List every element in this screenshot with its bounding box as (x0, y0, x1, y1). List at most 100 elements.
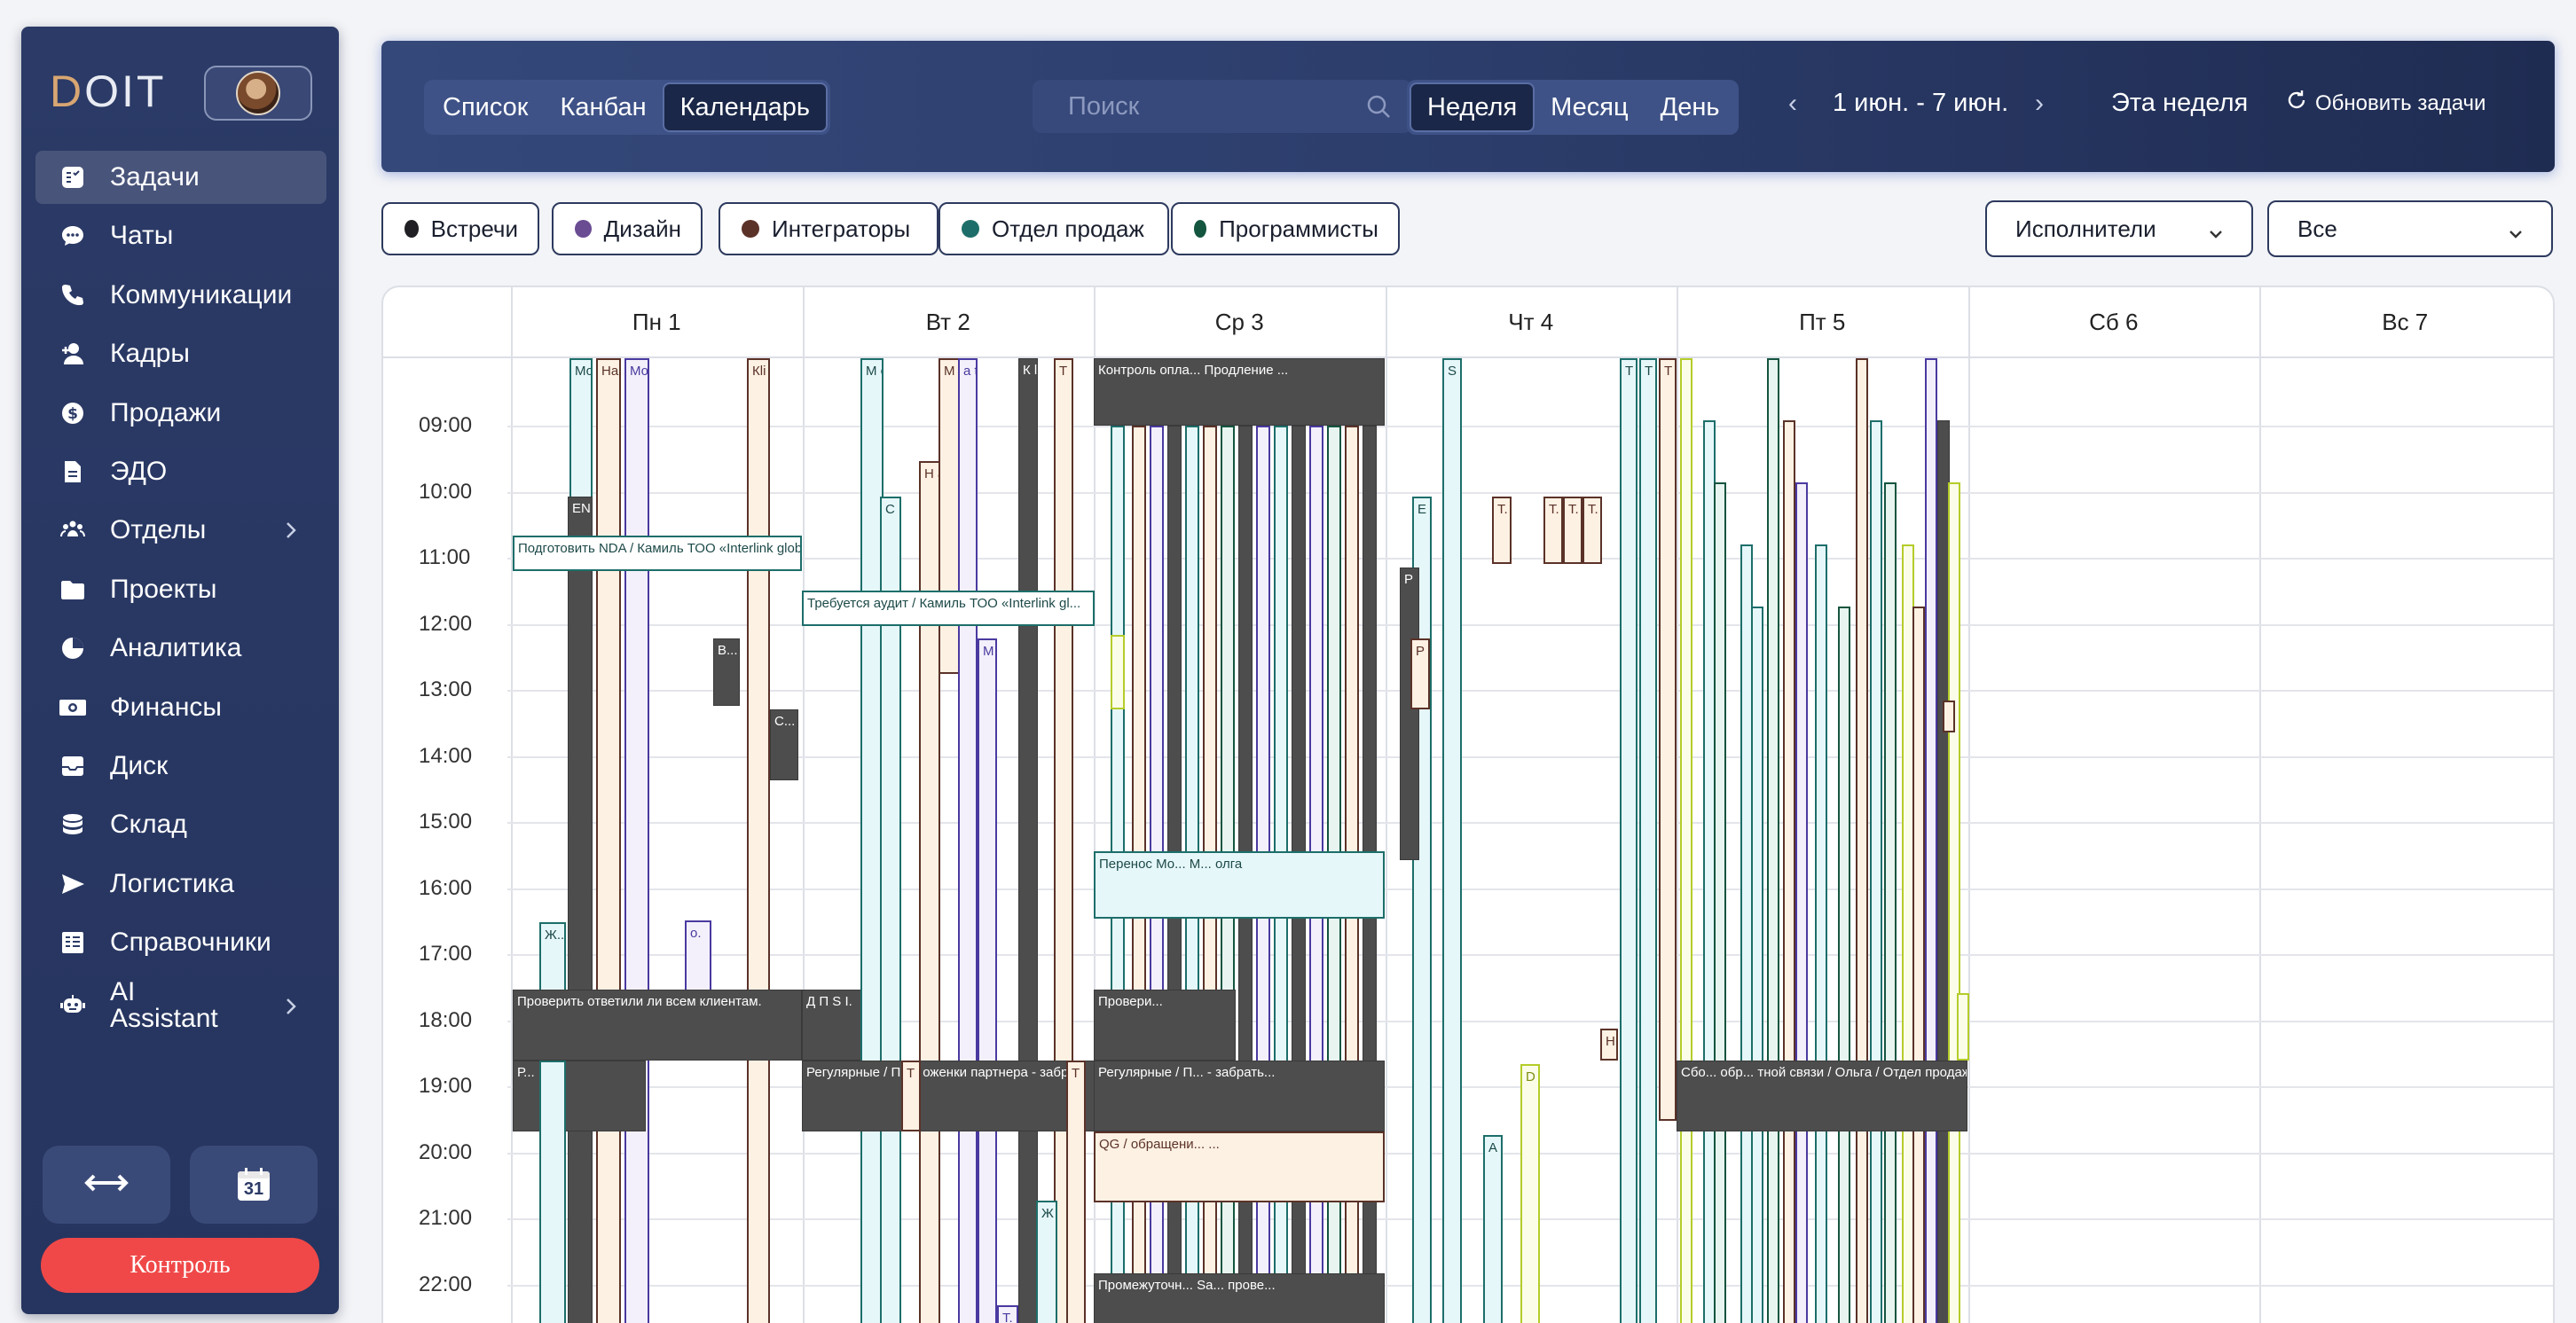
calendar-event[interactable]: Т О (1066, 1061, 1086, 1323)
calendar-event[interactable]: а t. (958, 358, 978, 1323)
event-feedback[interactable]: Сбо... обр... тной связи / Ольга / Отдел… (1677, 1061, 1967, 1131)
sidebar-item-directories[interactable]: Справочники (35, 916, 326, 969)
calendar-event[interactable]: Т. (1583, 497, 1602, 564)
tab-kanban[interactable]: Канбан (560, 92, 647, 121)
calendar-event[interactable] (1111, 635, 1125, 709)
filter-chip-integrators[interactable]: Интеграторы (719, 202, 939, 255)
sidebar-item-disk[interactable]: Диск (35, 740, 326, 793)
calendar-event[interactable]: Т. (1543, 497, 1563, 564)
calendar-event[interactable]: Т О (1620, 358, 1637, 1323)
search-input[interactable]: Поиск (1033, 80, 1412, 133)
sidebar-item-warehouse[interactable]: Склад (35, 798, 326, 851)
calendar-event[interactable] (1751, 607, 1763, 1323)
sidebar-item-tasks[interactable]: Задачи (35, 151, 326, 204)
calendar-event[interactable]: На с... (596, 358, 621, 1323)
calendar-event[interactable]: К l. (1018, 358, 1038, 1323)
sidebar-item-finance[interactable]: Финансы (35, 681, 326, 734)
calendar-event[interactable]: М о. (939, 358, 960, 674)
filter-chip-meetings[interactable]: Встречи (381, 202, 539, 255)
calendar-event[interactable] (1884, 482, 1897, 1323)
calendar-event[interactable] (1870, 420, 1882, 1323)
filter-chip-sales[interactable]: Отдел продаж (939, 202, 1169, 255)
calendar-event[interactable]: Д П S I. (802, 990, 869, 1061)
app-logo[interactable]: DOIT (50, 67, 167, 116)
tab-day[interactable]: День (1660, 92, 1720, 121)
sidebar-item-projects[interactable]: Проекты (35, 563, 326, 616)
sidebar-item-analytics[interactable]: Аналитика (35, 622, 326, 675)
calendar-event[interactable]: EN IT... (568, 497, 593, 1323)
calendar-button[interactable]: 31 (190, 1146, 318, 1224)
filter-chip-programmers[interactable]: Программисты (1171, 202, 1400, 255)
tab-month[interactable]: Месяц (1551, 92, 1629, 121)
calendar-event[interactable] (1838, 607, 1850, 1323)
calendar-event[interactable] (1795, 482, 1808, 1323)
event-audit[interactable]: Требуется аудит / Камиль ТОО «Interlink … (802, 591, 1095, 626)
calendar-event[interactable] (1957, 993, 1969, 1061)
tab-week[interactable]: Неделя (1410, 82, 1535, 132)
event-check-clients[interactable]: Проверить ответили ли всем клиентам. (513, 990, 802, 1061)
sidebar-item-edo[interactable]: ЭДО (35, 445, 326, 498)
calendar-event[interactable]: Т. (1492, 497, 1512, 564)
calendar-event[interactable]: D о (1520, 1064, 1540, 1323)
calendar-event[interactable]: о. (685, 920, 711, 993)
calendar-event[interactable] (539, 1061, 566, 1323)
calendar-event[interactable]: М о. (978, 638, 997, 1323)
calendar-event[interactable]: Кli m... (747, 358, 770, 1323)
event-interim[interactable]: Промежуточн... Sa... прове... (1094, 1273, 1385, 1323)
calendar-event[interactable]: Т О (1659, 358, 1677, 1121)
next-week-button[interactable]: › (2035, 89, 2044, 118)
calendar-event[interactable]: Ж (1036, 1201, 1057, 1323)
calendar-event[interactable]: Р... (513, 1061, 646, 1131)
calendar-event[interactable] (1767, 358, 1779, 1323)
calendar-event[interactable]: С... (770, 709, 798, 780)
sidebar-item-communications[interactable]: Коммуникации (35, 269, 326, 322)
event-check[interactable]: Провери... (1094, 990, 1236, 1061)
calendar-event[interactable]: А (1483, 1135, 1503, 1323)
sidebar-item-sales[interactable]: $ Продажи (35, 387, 326, 440)
calendar-event[interactable] (1714, 482, 1726, 1323)
event-regular-wed[interactable]: Регулярные / П... - забрать... (1094, 1061, 1385, 1131)
all-select[interactable]: Все (2267, 200, 2553, 257)
calendar-event[interactable]: Т О (1639, 358, 1657, 1323)
tab-list[interactable]: Список (443, 92, 529, 121)
calendar-event[interactable]: Т. (997, 1305, 1018, 1323)
user-profile-button[interactable] (204, 66, 312, 121)
calendar-event[interactable]: Р (1400, 568, 1419, 860)
prev-week-button[interactable]: ‹ (1788, 89, 1797, 118)
calendar-event[interactable]: Р о. (1410, 638, 1430, 709)
filter-chip-design[interactable]: Дизайн (552, 202, 703, 255)
event-transfer[interactable]: Перенос Мо... М... олга (1094, 851, 1385, 919)
day-column-divider (511, 287, 513, 1323)
sidebar-item-hr[interactable]: Кадры (35, 327, 326, 380)
this-week-button[interactable]: Эта неделя (2111, 89, 2249, 117)
calendar-event[interactable]: Мо н... (624, 358, 649, 1323)
calendar-event[interactable] (1783, 420, 1795, 1323)
event-regular-tue[interactable]: Регулярные / Пр... оженки партнера - заб… (802, 1061, 1095, 1131)
calendar-event[interactable]: Т. (1563, 497, 1583, 564)
sidebar-item-chats[interactable]: Чаты (35, 209, 326, 262)
collapse-sidebar-button[interactable] (43, 1146, 170, 1224)
calendar-event[interactable] (1943, 701, 1955, 732)
calendar-event[interactable] (1680, 358, 1692, 1323)
sidebar-item-ai-assistant[interactable]: AI Assistant (35, 975, 326, 1037)
calendar-event[interactable]: Т (901, 1061, 921, 1131)
calendar-event[interactable] (1815, 544, 1827, 1323)
tab-calendar[interactable]: Календарь (662, 82, 828, 132)
calendar-event[interactable] (1856, 358, 1868, 1323)
sidebar-item-departments[interactable]: Отделы (35, 504, 326, 557)
calendar-event[interactable]: Н (1600, 1029, 1618, 1061)
event-control-payment[interactable]: Контроль опла... Продление ... (1094, 358, 1385, 426)
event-nda[interactable]: Подготовить NDA / Камиль ТОО «Interlink … (513, 536, 802, 571)
calendar-event[interactable] (1948, 482, 1960, 1323)
control-button[interactable]: Контроль (41, 1238, 319, 1293)
calendar-event[interactable]: С h. (880, 497, 901, 1323)
calendar-event[interactable] (1912, 607, 1925, 1323)
calendar-event[interactable]: S (1442, 358, 1462, 1323)
calendar-event[interactable]: В... (713, 638, 740, 706)
calendar-event[interactable] (1925, 358, 1937, 1323)
refresh-tasks-button[interactable]: Обновить задачи (2285, 89, 2486, 118)
sidebar-item-logistics[interactable]: Логистика (35, 857, 326, 911)
color-dot (575, 220, 592, 238)
event-qg[interactable]: QG / обращени... ... (1094, 1131, 1385, 1202)
performers-select[interactable]: Исполнители (1985, 200, 2253, 257)
